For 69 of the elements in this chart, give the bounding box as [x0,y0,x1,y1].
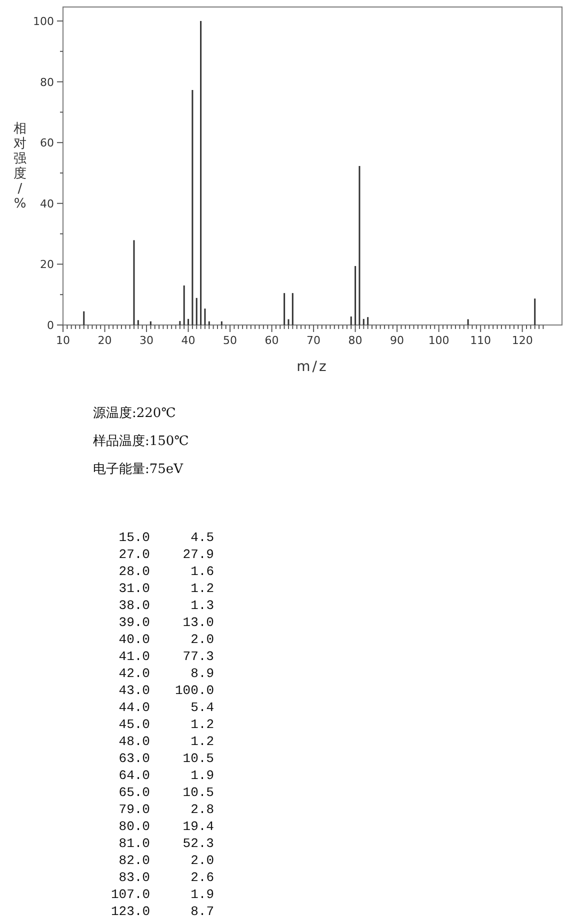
text: 15.0 [118,530,150,545]
y-tick-label: 20 [40,258,54,272]
x-tick-label: 20 [98,334,112,347]
text: 52.3 [182,836,214,851]
text: 38.0 [118,598,150,613]
text: 1.9 [190,887,214,902]
x-tick-label: 90 [390,334,404,347]
text: 83.0 [118,870,150,885]
text: 4.5 [190,530,214,545]
text: 107.0 [110,887,150,902]
text: 10.5 [182,751,214,766]
text: 82.0 [118,853,150,868]
text: 8.7 [190,904,214,919]
x-tick-label: 100 [428,334,450,347]
text: 44.0 [118,700,150,715]
x-tick-label: 50 [223,334,238,347]
text: 63.0 [118,751,150,766]
x-tick-label: 110 [470,334,492,347]
x-tick-label: 60 [264,334,279,347]
text: 27.9 [182,547,214,562]
y-tick-label: 100 [33,14,54,28]
x-tick-label: 80 [348,334,362,347]
x-tick-label: 120 [512,334,533,347]
text: 42.0 [118,666,150,681]
text: 2.8 [190,802,214,817]
text: 41.0 [118,649,150,664]
text: 48.0 [118,734,150,749]
text: 81.0 [118,836,150,851]
text: 1.2 [190,581,214,596]
text: 1.3 [190,598,214,613]
x-tick-label: 70 [306,334,321,347]
y-tick-label: 40 [40,197,54,210]
text: 28.0 [118,564,150,579]
text: 100.0 [174,683,214,698]
text: 65.0 [118,785,150,800]
text: 45.0 [118,717,150,732]
text: 79.0 [118,802,150,817]
text: 64.0 [118,768,150,783]
y-axis-title: 相对强度/% [14,122,26,212]
y-tick-label: 60 [40,136,54,150]
text: 13.0 [182,615,214,630]
text: 1.2 [190,717,214,732]
text: 80.0 [118,819,150,834]
text: 43.0 [118,683,150,698]
text: 2.0 [190,632,214,647]
text: 1.6 [190,564,214,579]
text: 40.0 [118,632,150,647]
text: 123.0 [110,904,150,919]
text: 2.0 [190,853,214,868]
text: 电子能量:75eV [93,462,184,477]
text: 39.0 [118,615,150,630]
text: 10.5 [182,785,214,800]
text: 31.0 [118,581,150,596]
text: 源温度:220℃ [93,405,176,421]
text: 1.9 [190,768,214,783]
text: 2.6 [190,870,214,885]
text: 77.3 [182,649,214,664]
text: 5.4 [190,700,214,715]
text: 8.9 [190,666,214,681]
text: 1.2 [190,734,214,749]
text: 样品温度:150℃ [93,433,189,449]
y-tick-label: 0 [47,319,54,332]
x-tick-label: 30 [140,334,154,347]
x-tick-label: 10 [56,334,70,347]
x-tick-label: 40 [181,334,196,347]
x-axis-title: m/z [296,359,328,375]
text: 19.4 [182,819,214,834]
y-tick-label: 80 [40,76,54,89]
text: 27.0 [118,547,150,562]
